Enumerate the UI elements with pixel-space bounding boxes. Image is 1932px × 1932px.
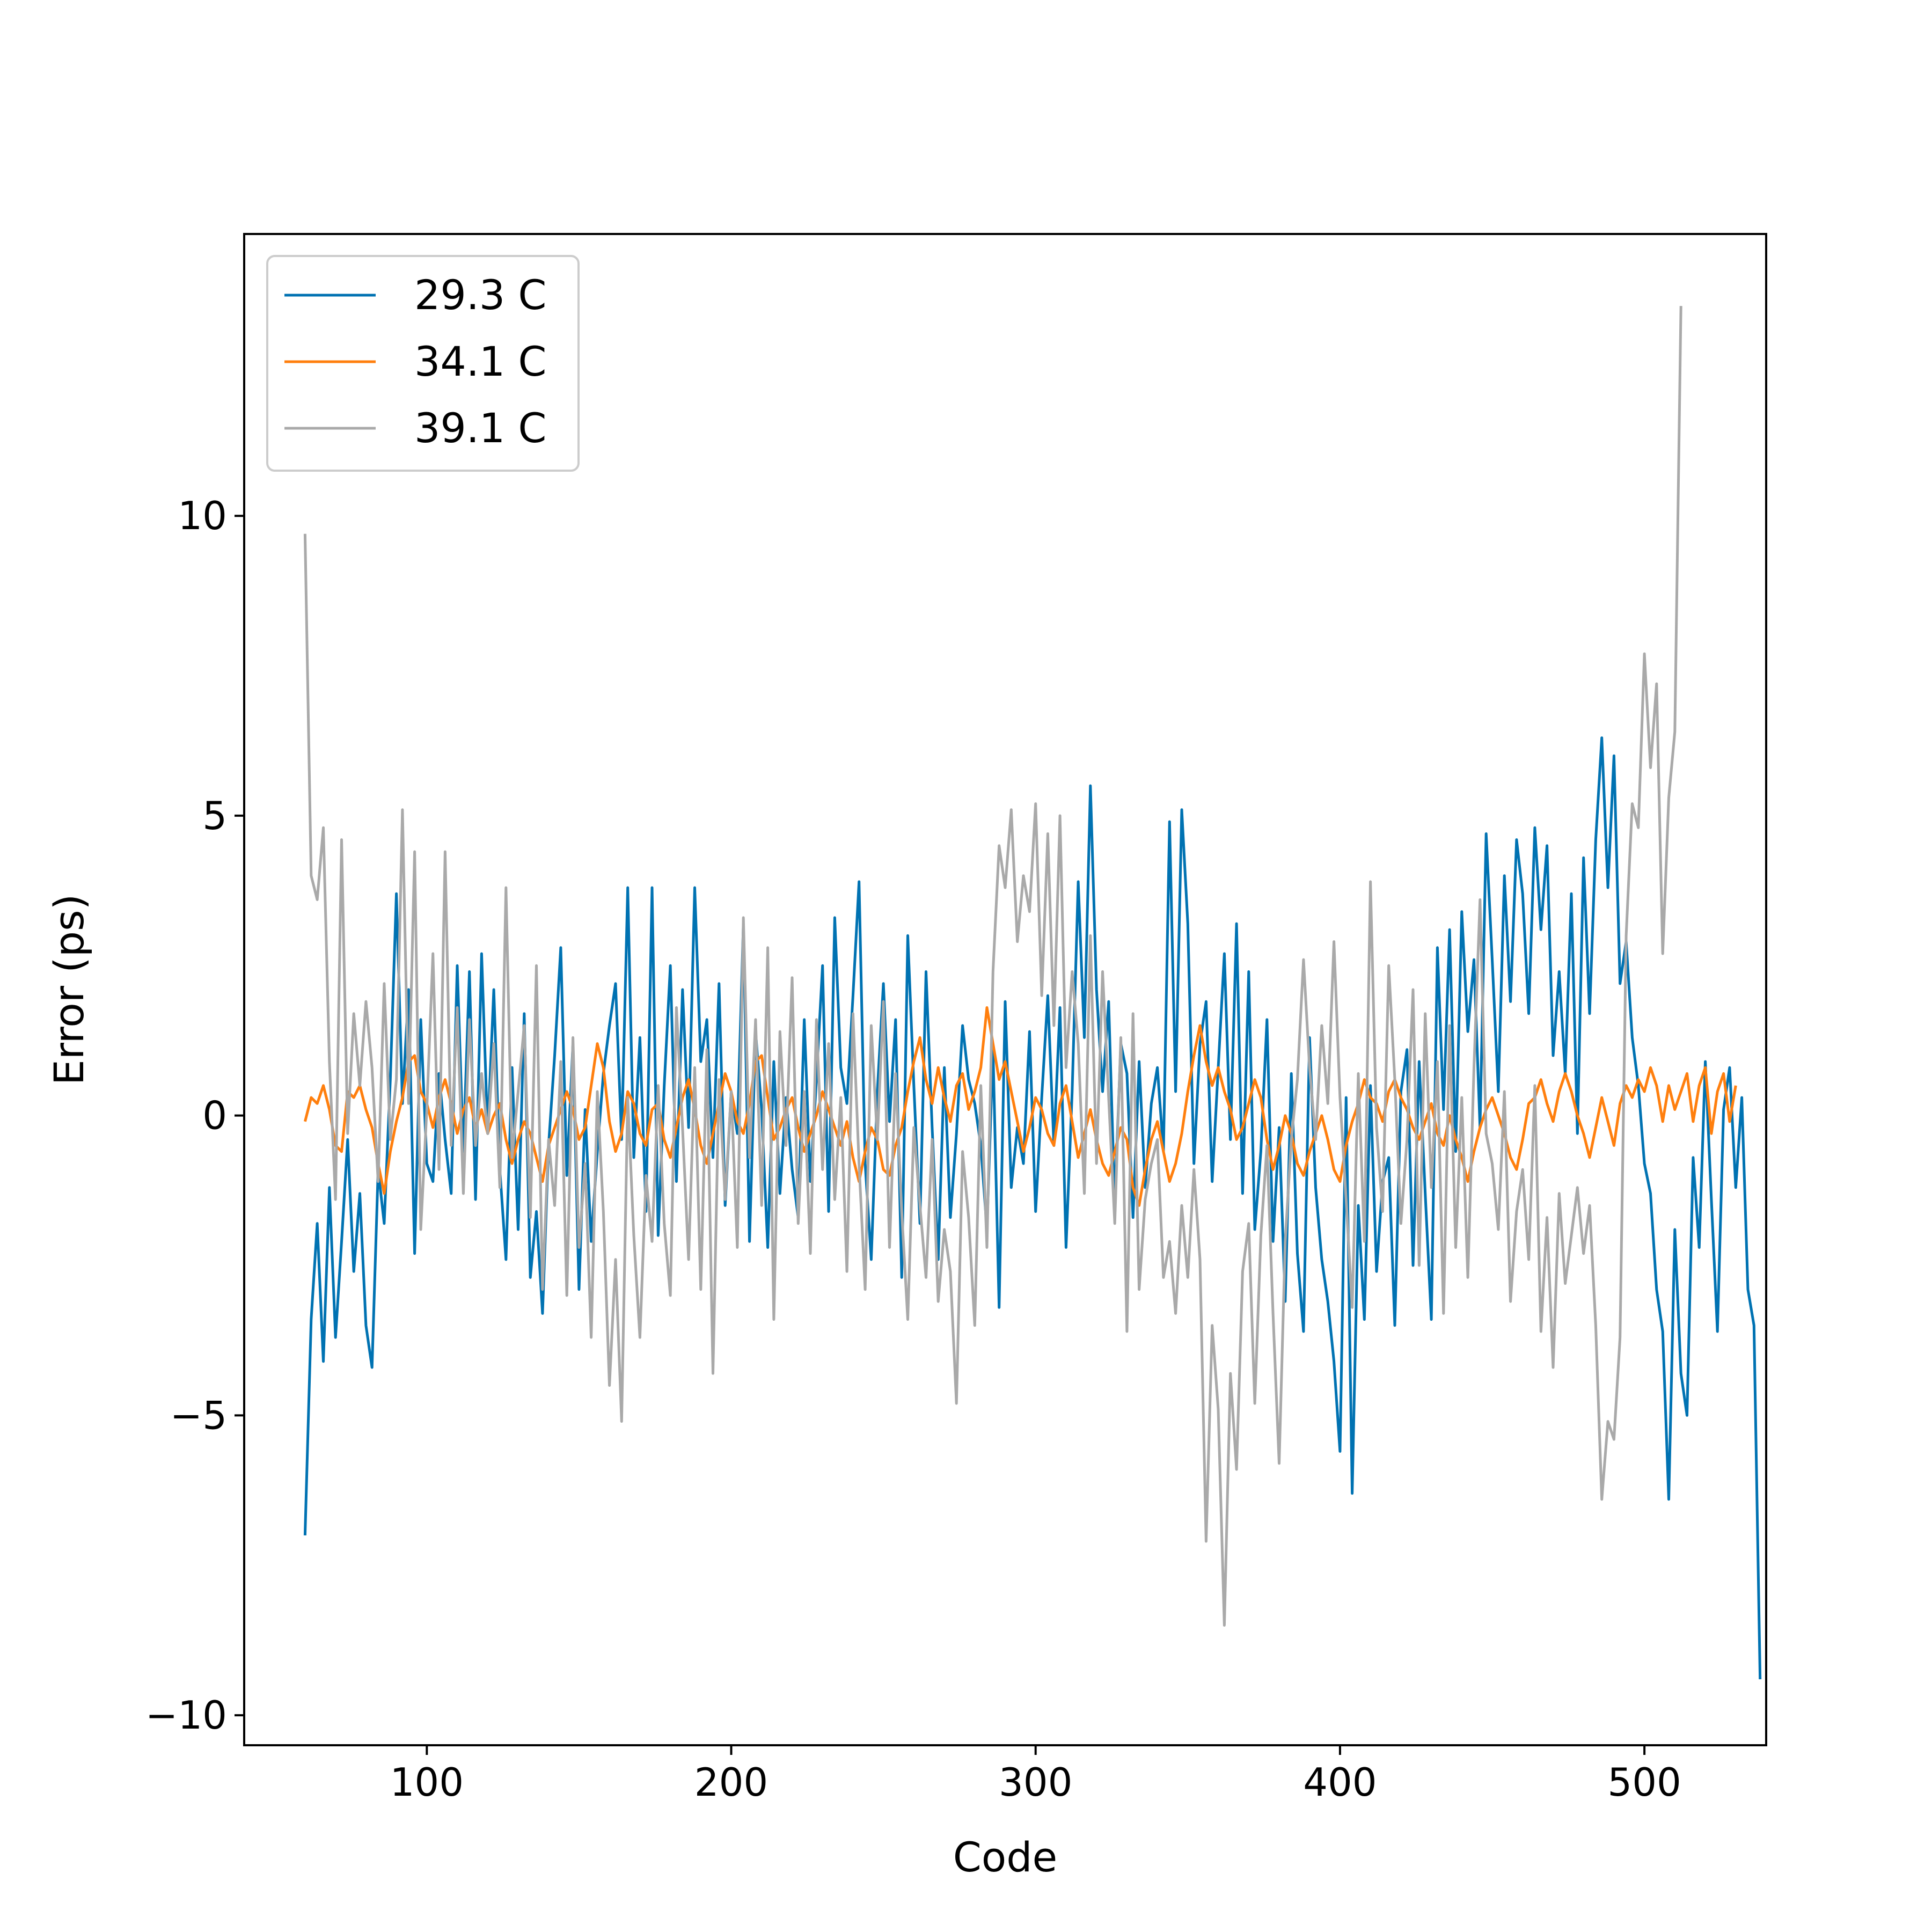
x-axis-label: Code	[953, 1833, 1058, 1881]
plot-area	[303, 306, 1762, 1680]
legend-label-1: 34.1 C	[414, 338, 546, 385]
x-tick-label: 200	[694, 1760, 768, 1805]
legend-label-0: 29.3 C	[414, 271, 546, 319]
x-axis: 100 200 300 400 500	[390, 1745, 1681, 1805]
y-tick-label: 10	[178, 493, 227, 538]
axes-frame	[243, 233, 1767, 1746]
y-axis-label: Error (ps)	[45, 894, 93, 1086]
y-axis: −10 −5 0 5 10	[145, 493, 244, 1738]
legend-label-2: 39.1 C	[414, 404, 546, 452]
legend: 29.3 C 34.1 C 39.1 C	[266, 255, 580, 472]
series-line-2	[303, 306, 1682, 1627]
x-tick-label: 100	[390, 1760, 464, 1805]
series-line-1	[303, 1006, 1737, 1207]
y-tick-label: 5	[202, 793, 227, 838]
y-tick-label: −10	[145, 1693, 227, 1738]
x-tick-label: 500	[1607, 1760, 1681, 1805]
legend-frame	[266, 255, 580, 472]
x-tick-label: 300	[999, 1760, 1072, 1805]
y-tick-label: −5	[170, 1393, 227, 1438]
x-tick-label: 400	[1303, 1760, 1377, 1805]
legend-entries: 29.3 C 34.1 C 39.1 C	[284, 271, 546, 452]
y-tick-label: 0	[202, 1093, 227, 1138]
